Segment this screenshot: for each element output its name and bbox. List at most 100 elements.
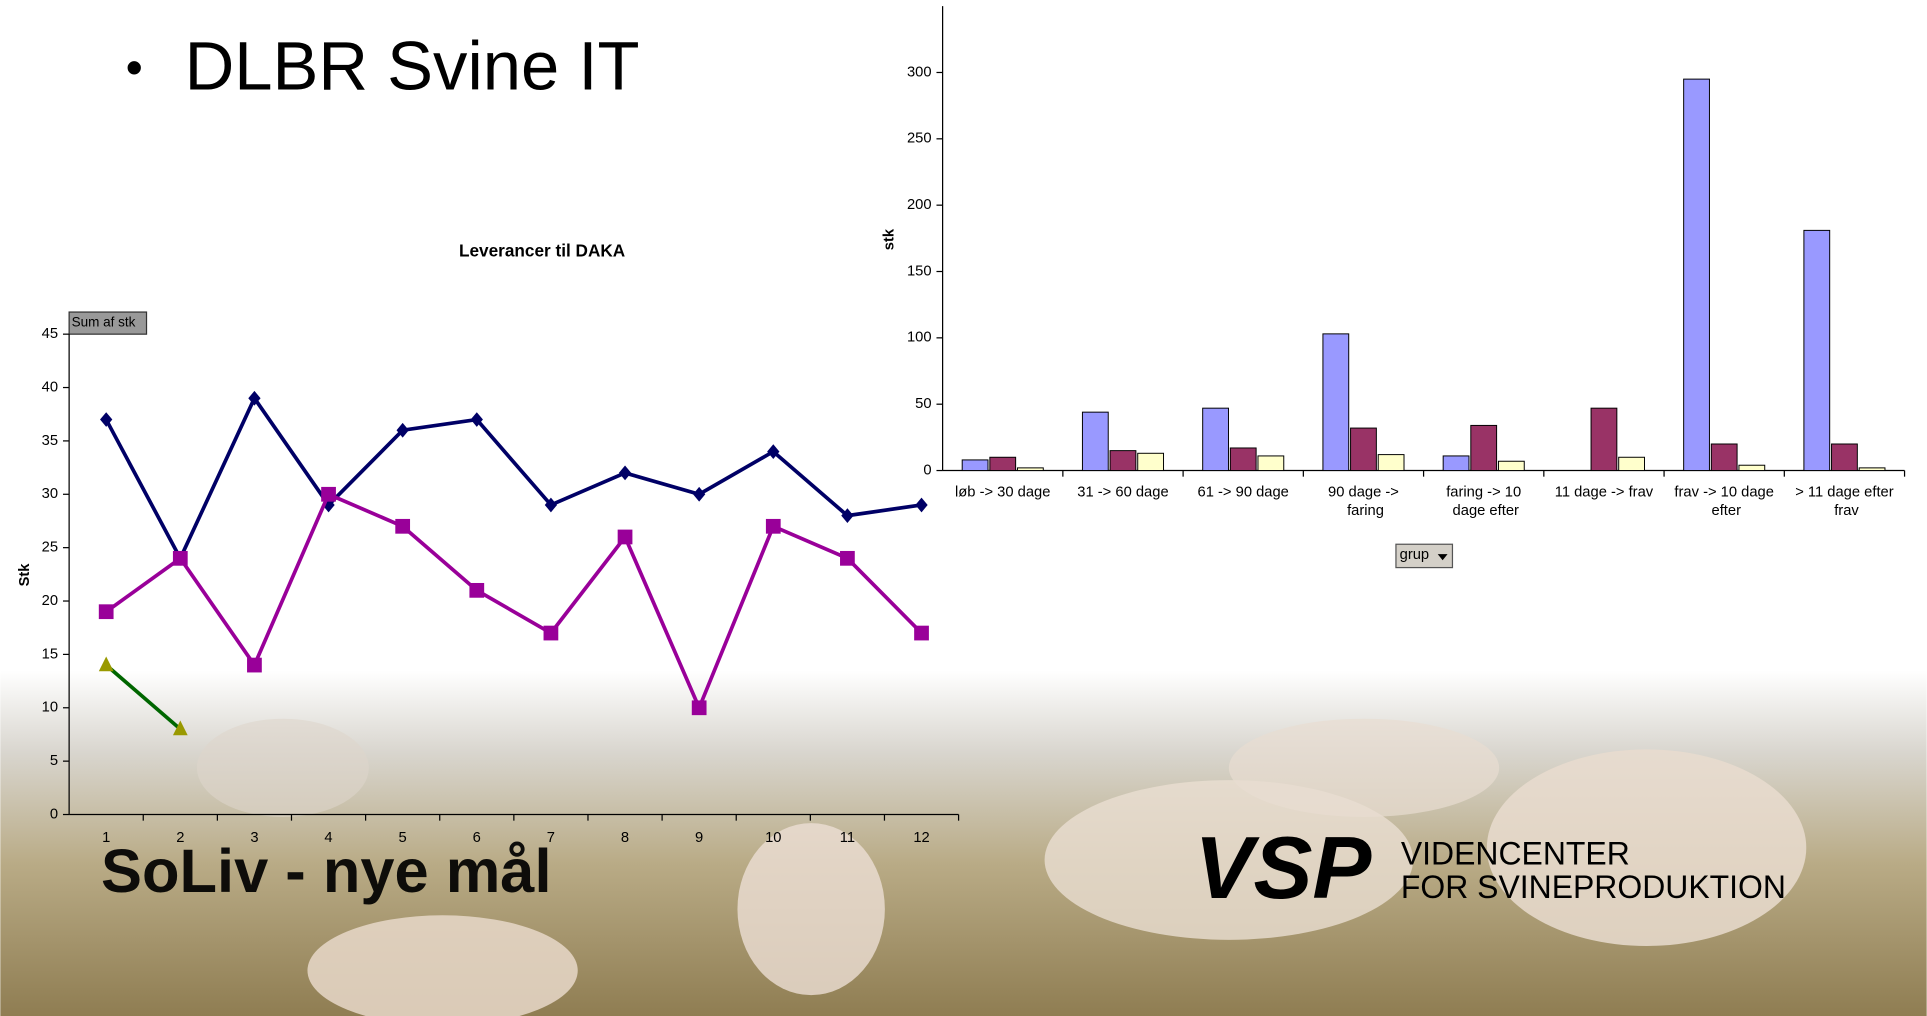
bar xyxy=(1470,424,1498,472)
x-tick-label: 5 xyxy=(399,830,407,846)
x-tick-label: 8 xyxy=(621,830,629,846)
pig-shape xyxy=(1486,749,1807,946)
marker xyxy=(767,444,780,459)
field-button[interactable] xyxy=(1395,543,1454,569)
y-axis-label: stk xyxy=(882,228,898,250)
bar xyxy=(1442,455,1470,472)
x-tick-label: 90 dage -> faring xyxy=(1328,485,1399,519)
logo-line: FOR SVINEPRODUKTION xyxy=(1401,869,1786,905)
dropdown-arrow xyxy=(1437,554,1448,561)
bullet-text: DLBR Svine IT xyxy=(185,27,640,104)
marker xyxy=(396,422,409,438)
x-tick-label: 4 xyxy=(324,830,332,846)
marker xyxy=(470,412,483,427)
marker xyxy=(172,720,188,736)
marker xyxy=(172,550,188,566)
y-tick-label: 40 xyxy=(42,379,58,395)
marker xyxy=(544,497,558,513)
y-tick-label: 35 xyxy=(42,433,58,449)
y-tick-label: 300 xyxy=(907,64,932,80)
x-tick-label: 10 xyxy=(765,830,781,846)
bar xyxy=(1710,443,1738,472)
y-tick-label: 100 xyxy=(907,330,932,346)
x-tick-label: 61 -> 90 dage xyxy=(1198,485,1289,501)
y-tick-label: 20 xyxy=(42,593,58,609)
bar xyxy=(1683,78,1710,472)
bar xyxy=(1590,407,1618,472)
logo-mark: VSP xyxy=(1194,818,1372,917)
bar xyxy=(1202,407,1229,472)
marker xyxy=(765,518,781,534)
y-tick-label: 0 xyxy=(50,806,58,822)
bar xyxy=(1081,411,1109,472)
y-tick-label: 25 xyxy=(42,540,58,556)
x-tick-label: 6 xyxy=(473,830,481,846)
logo-line: VIDENCENTER xyxy=(1401,836,1630,872)
y-tick-label: 10 xyxy=(42,700,58,716)
x-tick-label: 11 dage -> frav xyxy=(1555,485,1654,501)
x-tick-label: 1 xyxy=(102,830,110,846)
y-tick-label: 5 xyxy=(50,753,58,769)
bar xyxy=(989,456,1017,472)
marker xyxy=(321,486,336,502)
marker xyxy=(693,486,706,502)
bullet-dot: • xyxy=(126,41,143,95)
marker xyxy=(915,497,928,513)
bar xyxy=(1377,454,1405,472)
x-tick-label: 12 xyxy=(913,830,929,846)
pig-shape xyxy=(1228,718,1500,817)
bar xyxy=(1016,467,1044,472)
bar xyxy=(1322,333,1350,472)
y-tick-label: 15 xyxy=(42,646,58,662)
marker xyxy=(469,582,485,598)
pig-shape xyxy=(737,823,885,996)
bar xyxy=(1858,467,1886,472)
y-tick-label: 200 xyxy=(907,197,932,213)
marker xyxy=(248,390,261,406)
field-button-label: Sum af stk xyxy=(72,315,136,330)
bar xyxy=(1229,447,1257,472)
marker xyxy=(98,604,114,620)
x-tick-label: 9 xyxy=(695,830,703,846)
series-line xyxy=(104,663,182,731)
bar xyxy=(1618,456,1645,472)
y-tick-label: 30 xyxy=(42,486,58,502)
marker xyxy=(914,625,929,641)
x-tick-label: 3 xyxy=(250,830,258,846)
pig-shape xyxy=(307,915,578,1016)
bar xyxy=(1350,427,1377,472)
series-line xyxy=(104,394,922,563)
marker xyxy=(100,412,113,427)
y-tick-label: 250 xyxy=(907,131,932,147)
bar xyxy=(1831,443,1858,472)
y-tick-label: 50 xyxy=(915,396,931,412)
x-tick-label: 7 xyxy=(547,830,555,846)
x-tick-label: > 11 dage efter frav xyxy=(1795,485,1894,519)
marker xyxy=(98,656,114,672)
bar xyxy=(1497,460,1525,472)
x-tick-label: 11 xyxy=(840,830,855,846)
bar xyxy=(1137,452,1165,472)
bar xyxy=(961,459,989,472)
photo-caption: SoLiv - nye mål xyxy=(101,837,551,906)
field-button[interactable] xyxy=(68,311,148,335)
marker xyxy=(395,518,411,534)
pig-shape xyxy=(196,718,369,817)
x-tick-label: løb -> 30 dage xyxy=(955,485,1050,501)
x-tick-label: faring -> 10 dage efter xyxy=(1446,485,1521,519)
marker xyxy=(840,550,855,566)
chart-title: Leverancer til DAKA xyxy=(459,240,625,260)
y-tick-label: 45 xyxy=(42,326,58,342)
field-button-label: grup xyxy=(1400,547,1430,563)
marker xyxy=(247,657,262,673)
marker xyxy=(691,700,707,716)
x-tick-label: 2 xyxy=(176,830,184,846)
y-tick-label: 150 xyxy=(907,263,932,279)
x-tick-label: frav -> 10 dage efter xyxy=(1674,485,1774,519)
pig-shape xyxy=(1044,780,1414,940)
marker xyxy=(618,465,632,481)
marker xyxy=(617,529,633,545)
bar xyxy=(1738,464,1766,472)
series-line xyxy=(105,491,923,713)
